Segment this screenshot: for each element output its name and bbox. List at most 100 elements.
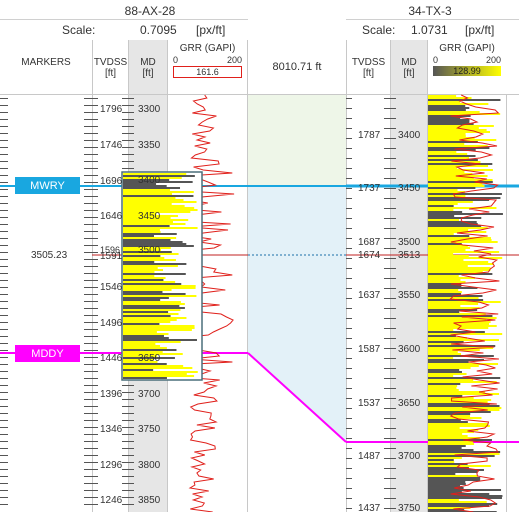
left-lithology-band (123, 243, 187, 245)
right-lithology-band (428, 269, 491, 271)
markers-column-header[interactable]: MARKERS (0, 40, 92, 94)
left-lithology-band (123, 343, 156, 345)
right-lithology-band (428, 331, 485, 333)
right-lithology-band (428, 491, 462, 493)
distance-label: 8010.71 ft (272, 61, 322, 73)
left-lithology-band (123, 349, 177, 351)
left-lithology-band (123, 299, 161, 301)
left-lithology-band (123, 207, 195, 209)
left-lithology-band (123, 251, 172, 253)
right-md-column-header[interactable]: MD [ft] (390, 40, 427, 94)
right-lithology-band (428, 365, 479, 367)
right-tvdss-tick: 1674 (358, 250, 381, 261)
right-lithology-band (428, 273, 493, 275)
right-lithology-band (428, 343, 460, 345)
right-lithology-band (428, 201, 473, 203)
right-lithology-band (428, 403, 490, 405)
left-md-label: MD (140, 57, 156, 68)
right-lithology-band (428, 291, 462, 293)
right-lithology-band (428, 505, 490, 507)
right-md-tick: 3600 (398, 344, 421, 355)
right-lithology-band (428, 105, 466, 107)
left-lithology-band (123, 297, 169, 299)
left-scale-value[interactable]: 0.7095 (140, 23, 177, 37)
right-lithology-band (428, 289, 459, 291)
right-lithology-band (428, 309, 478, 311)
left-lithology-band (123, 265, 178, 267)
right-lithology-band (428, 205, 454, 207)
left-md-tick: 3850 (138, 495, 161, 506)
right-lithology-band (428, 341, 464, 343)
left-lithology-band (123, 255, 161, 257)
right-lithology-band (428, 303, 479, 305)
left-well-name[interactable]: 88-AX-28 (124, 4, 176, 18)
right-lithology-band (428, 311, 460, 313)
right-lithology-band (428, 249, 466, 251)
left-lithology-band (123, 253, 179, 255)
left-tvdss-tick: 1646 (100, 211, 123, 222)
right-lithology-band (428, 383, 461, 385)
left-grr-column-header[interactable]: GRR (GAPI) 0 200 161.6 (167, 40, 247, 94)
left-lithology-band (123, 371, 198, 373)
left-md-column-header[interactable]: MD [ft] (128, 40, 167, 94)
left-lithology-band (123, 305, 180, 307)
right-lithology-band (428, 363, 499, 365)
right-lithology-band (428, 445, 466, 447)
right-lithology-band (428, 137, 475, 139)
left-scale-unit: [px/ft] (196, 23, 226, 37)
right-lithology-band (428, 443, 475, 445)
left-lithology-band (123, 223, 186, 225)
right-lithology-band (428, 501, 487, 503)
right-grr-label: GRR (GAPI) (439, 43, 495, 54)
right-lithology-band (428, 277, 476, 279)
marker-mddy-badge[interactable]: MDDY (15, 345, 80, 362)
right-lithology-band (428, 325, 497, 327)
right-lithology-band (428, 143, 465, 145)
left-lithology-band (123, 187, 181, 189)
right-lithology-band (428, 111, 480, 113)
right-lithology-band (428, 99, 501, 101)
right-well-name[interactable]: 34-TX-3 (408, 4, 452, 18)
left-lithology-band (123, 313, 179, 315)
right-lithology-band (428, 507, 471, 509)
right-md-tick: 3400 (398, 130, 421, 141)
left-tvdss-tick: 1346 (100, 424, 123, 435)
right-grr-column-header[interactable]: GRR (GAPI) 0 200 128.99 (427, 40, 506, 94)
right-lithology-band (428, 375, 454, 377)
left-lithology-band (123, 309, 181, 311)
right-scale-value[interactable]: 1.0731 (411, 23, 448, 37)
right-lithology-band (428, 339, 499, 341)
left-lithology-band (123, 227, 198, 229)
right-scale-unit: [px/ft] (465, 23, 495, 37)
left-lithology-band (123, 203, 172, 205)
right-lithology-band (428, 469, 484, 471)
left-lithology-band (123, 315, 171, 317)
right-lithology-band (428, 267, 491, 269)
right-md-tick: 3513 (398, 250, 421, 261)
left-lithology-band (123, 201, 197, 203)
right-lithology-band (428, 485, 461, 487)
left-lithology-band (123, 217, 171, 219)
left-tvdss-tick: 1596 (100, 245, 121, 255)
left-tvdss-column-header[interactable]: TVDSS [ft] (92, 40, 128, 94)
right-lithology-band (428, 187, 476, 189)
marker-mwry-badge[interactable]: MWRY (15, 177, 80, 194)
left-lithology-band (123, 355, 158, 357)
right-lithology-band (428, 435, 468, 437)
right-tvdss-column-header[interactable]: TVDSS [ft] (346, 40, 390, 94)
right-lithology-band (428, 421, 468, 423)
left-lithology-band (123, 365, 184, 367)
left-lithology-band (123, 267, 158, 269)
left-lithology-band (123, 289, 172, 291)
left-lithology-band (123, 311, 169, 313)
right-lithology-band (428, 317, 497, 319)
right-lithology-band (428, 419, 461, 421)
left-tvdss-tick: 1246 (100, 495, 123, 506)
right-lithology-band (428, 215, 455, 217)
right-grr-max: 200 (485, 55, 501, 65)
left-lithology-band (123, 331, 157, 333)
right-lithology-band (428, 127, 479, 129)
right-lithology-band (428, 439, 492, 441)
right-lithology-band (428, 161, 481, 163)
